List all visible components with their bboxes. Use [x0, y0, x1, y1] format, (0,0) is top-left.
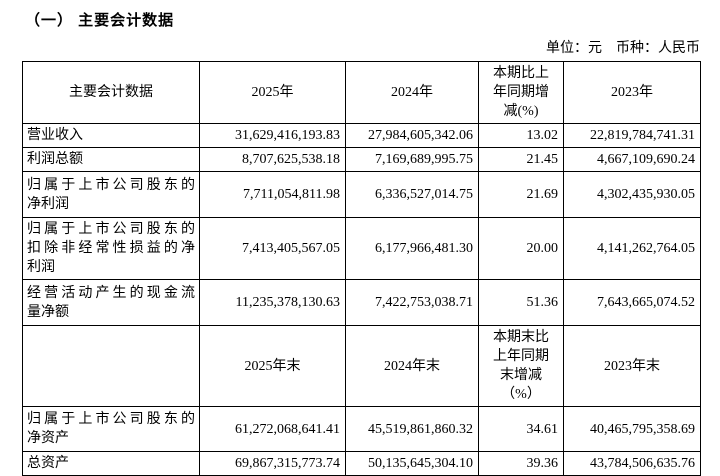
header-cell-2024: 2024年 — [345, 61, 479, 124]
value-2023: 22,819,784,741.31 — [563, 123, 701, 148]
table-row-net-assets: 归属于上市公司股东的 净资产 61,272,068,641.41 45,519,8… — [22, 406, 701, 452]
value-2025: 8,707,625,538.18 — [199, 147, 346, 172]
table-row-net-profit: 归属于上市公司股东的 净利润 7,711,054,811.98 6,336,527… — [22, 171, 701, 218]
value-2023: 43,784,506,635.76 — [563, 451, 701, 476]
table-header-row-period-end: 2025年末 2024年末 本期末比 上年同期 末增减 （%） 2023年末 — [22, 325, 701, 407]
value-2023: 40,465,795,358.69 — [563, 406, 701, 452]
value-2024: 50,135,645,304.10 — [345, 451, 479, 476]
unit-currency-note: 单位：元 币种：人民币 — [546, 41, 700, 56]
header-cell-change: 本期比上 年同期增 减(%) — [478, 61, 564, 124]
change-percent: 21.45 — [478, 147, 564, 172]
row-label: 归属于上市公司股东的 净资产 — [22, 406, 200, 452]
value-2023: 4,302,435,930.05 — [563, 171, 701, 218]
value-2025: 69,867,315,773.74 — [199, 451, 346, 476]
row-label: 经营活动产生的现金流 量净额 — [22, 279, 200, 326]
header-cell-2024-end: 2024年末 — [345, 325, 479, 407]
row-label: 归属于上市公司股东的 扣除非经常性损益的净 利润 — [22, 217, 200, 280]
page-title: （一） 主要会计数据 — [25, 12, 175, 29]
accounting-data-table: 主要会计数据 2025年 2024年 本期比上 年同期增 减(%) 2023年 … — [22, 61, 701, 476]
table-row-net-profit-excl-nonrecurring: 归属于上市公司股东的 扣除非经常性损益的净 利润 7,413,405,567.05 … — [22, 217, 701, 280]
value-2024: 45,519,861,860.32 — [345, 406, 479, 452]
table-row-revenue: 营业收入 31,629,416,193.83 27,984,605,342.06… — [22, 123, 701, 148]
change-percent: 21.69 — [478, 171, 564, 218]
change-percent: 51.36 — [478, 279, 564, 326]
table-header-row-period: 主要会计数据 2025年 2024年 本期比上 年同期增 减(%) 2023年 — [22, 61, 701, 124]
value-2023: 7,643,665,074.52 — [563, 279, 701, 326]
value-2025: 31,629,416,193.83 — [199, 123, 346, 148]
value-2025: 7,413,405,567.05 — [199, 217, 346, 280]
change-percent: 39.36 — [478, 451, 564, 476]
header-cell-2023: 2023年 — [563, 61, 701, 124]
value-2024: 7,422,753,038.71 — [345, 279, 479, 326]
header-cell-2025: 2025年 — [199, 61, 346, 124]
value-2024: 27,984,605,342.06 — [345, 123, 479, 148]
value-2024: 6,336,527,014.75 — [345, 171, 479, 218]
header-cell-label: 主要会计数据 — [22, 61, 200, 124]
change-percent: 13.02 — [478, 123, 564, 148]
row-label: 总资产 — [22, 451, 200, 476]
row-label: 营业收入 — [22, 123, 200, 148]
row-label: 归属于上市公司股东的 净利润 — [22, 171, 200, 218]
change-percent: 34.61 — [478, 406, 564, 452]
value-2023: 4,141,262,764.05 — [563, 217, 701, 280]
header-cell-2025-end: 2025年末 — [199, 325, 346, 407]
value-2024: 6,177,966,481.30 — [345, 217, 479, 280]
header-cell-2023-end: 2023年末 — [563, 325, 701, 407]
change-percent: 20.00 — [478, 217, 564, 280]
header-cell-change-end: 本期末比 上年同期 末增减 （%） — [478, 325, 564, 407]
value-2025: 7,711,054,811.98 — [199, 171, 346, 218]
table-row-total-profit: 利润总额 8,707,625,538.18 7,169,689,995.75 2… — [22, 147, 701, 172]
table-row-total-assets: 总资产 69,867,315,773.74 50,135,645,304.10 … — [22, 451, 701, 476]
value-2023: 4,667,109,690.24 — [563, 147, 701, 172]
header-cell-label-empty — [22, 325, 200, 407]
value-2025: 61,272,068,641.41 — [199, 406, 346, 452]
value-2025: 11,235,378,130.63 — [199, 279, 346, 326]
table-row-operating-cash-flow: 经营活动产生的现金流 量净额 11,235,378,130.63 7,422,75… — [22, 279, 701, 326]
row-label: 利润总额 — [22, 147, 200, 172]
value-2024: 7,169,689,995.75 — [345, 147, 479, 172]
